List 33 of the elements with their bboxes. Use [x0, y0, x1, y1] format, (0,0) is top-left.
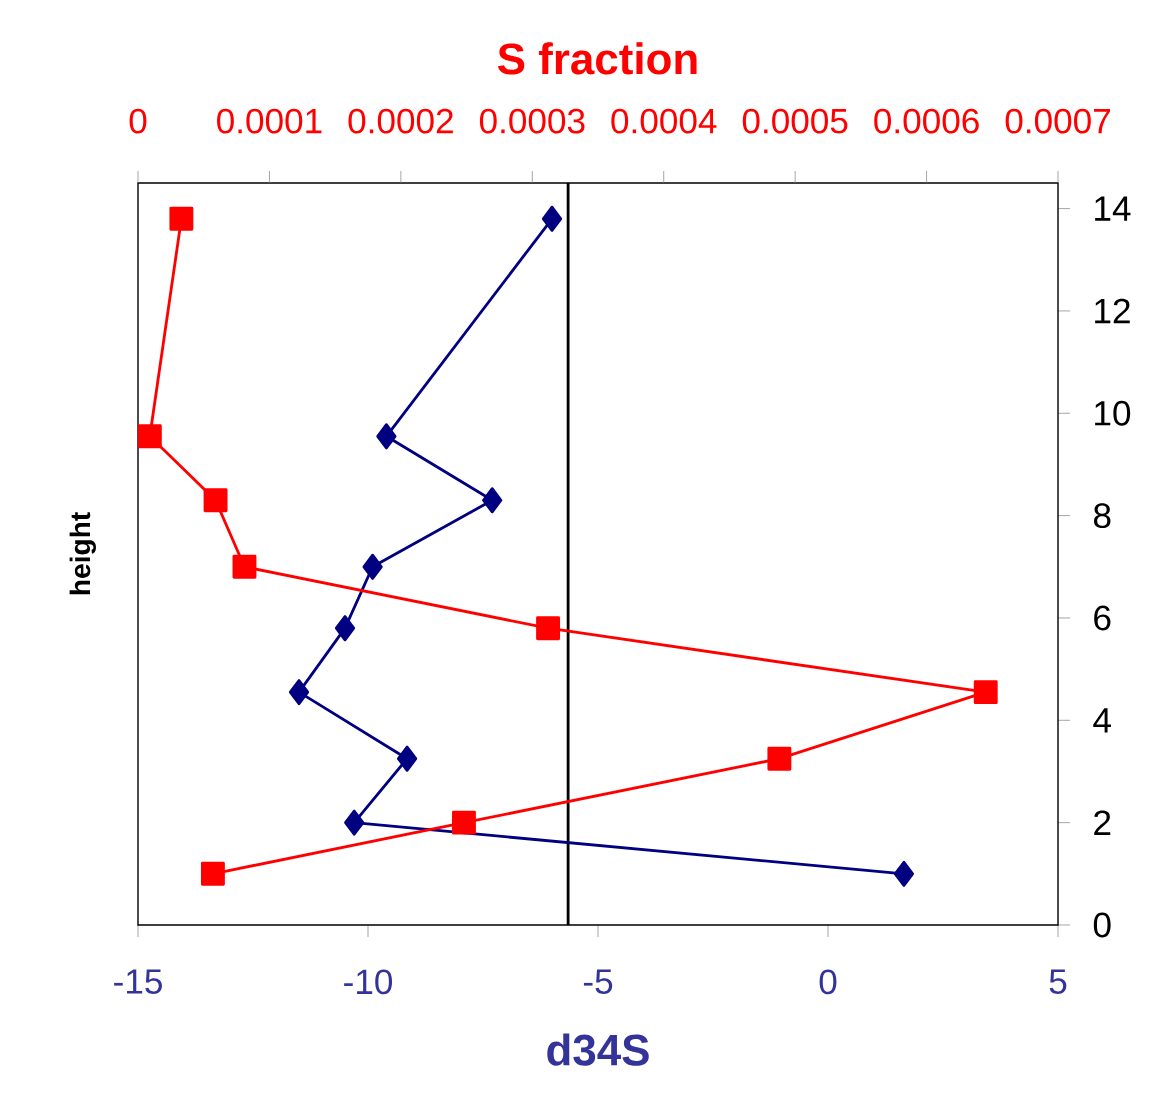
x2-tick-label: 0.0001: [217, 108, 322, 134]
y-tick-label: 4: [1093, 708, 1111, 733]
x2-tick-label: 0.0006: [874, 108, 979, 134]
x2-tick-label: 0.0005: [742, 108, 848, 134]
x-tick-label: -15: [114, 969, 162, 994]
point: [288, 679, 310, 706]
x-axis-title: d34S: [547, 1033, 649, 1066]
x-tick-label: 5: [1049, 969, 1067, 994]
point: [397, 745, 418, 772]
point: [362, 553, 383, 580]
point: [893, 860, 915, 887]
y-tick-label: 8: [1093, 503, 1111, 529]
x2-tick-label: 0.0004: [611, 108, 717, 134]
point: [334, 615, 356, 642]
y-tick-label: 0: [1093, 912, 1111, 938]
point: [541, 205, 563, 232]
x2-tick-label: 0.0002: [348, 108, 453, 134]
x2-tick-label: 0.0007: [1005, 108, 1110, 134]
point: [376, 423, 397, 450]
y-axis-title: height: [69, 512, 96, 595]
point: [344, 809, 365, 836]
y-tick-label: 10: [1095, 400, 1131, 426]
x2-axis-title: S fraction: [497, 42, 697, 75]
y-tick-label: 2: [1094, 810, 1111, 835]
point: [482, 487, 503, 514]
x2-tick-label: 0.0003: [479, 108, 585, 134]
x-tick-label: 0: [819, 969, 837, 995]
x-tick-label: -5: [583, 969, 613, 994]
x-tick-label: -10: [344, 969, 393, 995]
y-tick-label: 6: [1094, 605, 1111, 631]
y-tick-label: 12: [1095, 298, 1130, 324]
y-tick-label: 14: [1095, 196, 1131, 221]
x2-tick-label: 0: [129, 108, 147, 134]
